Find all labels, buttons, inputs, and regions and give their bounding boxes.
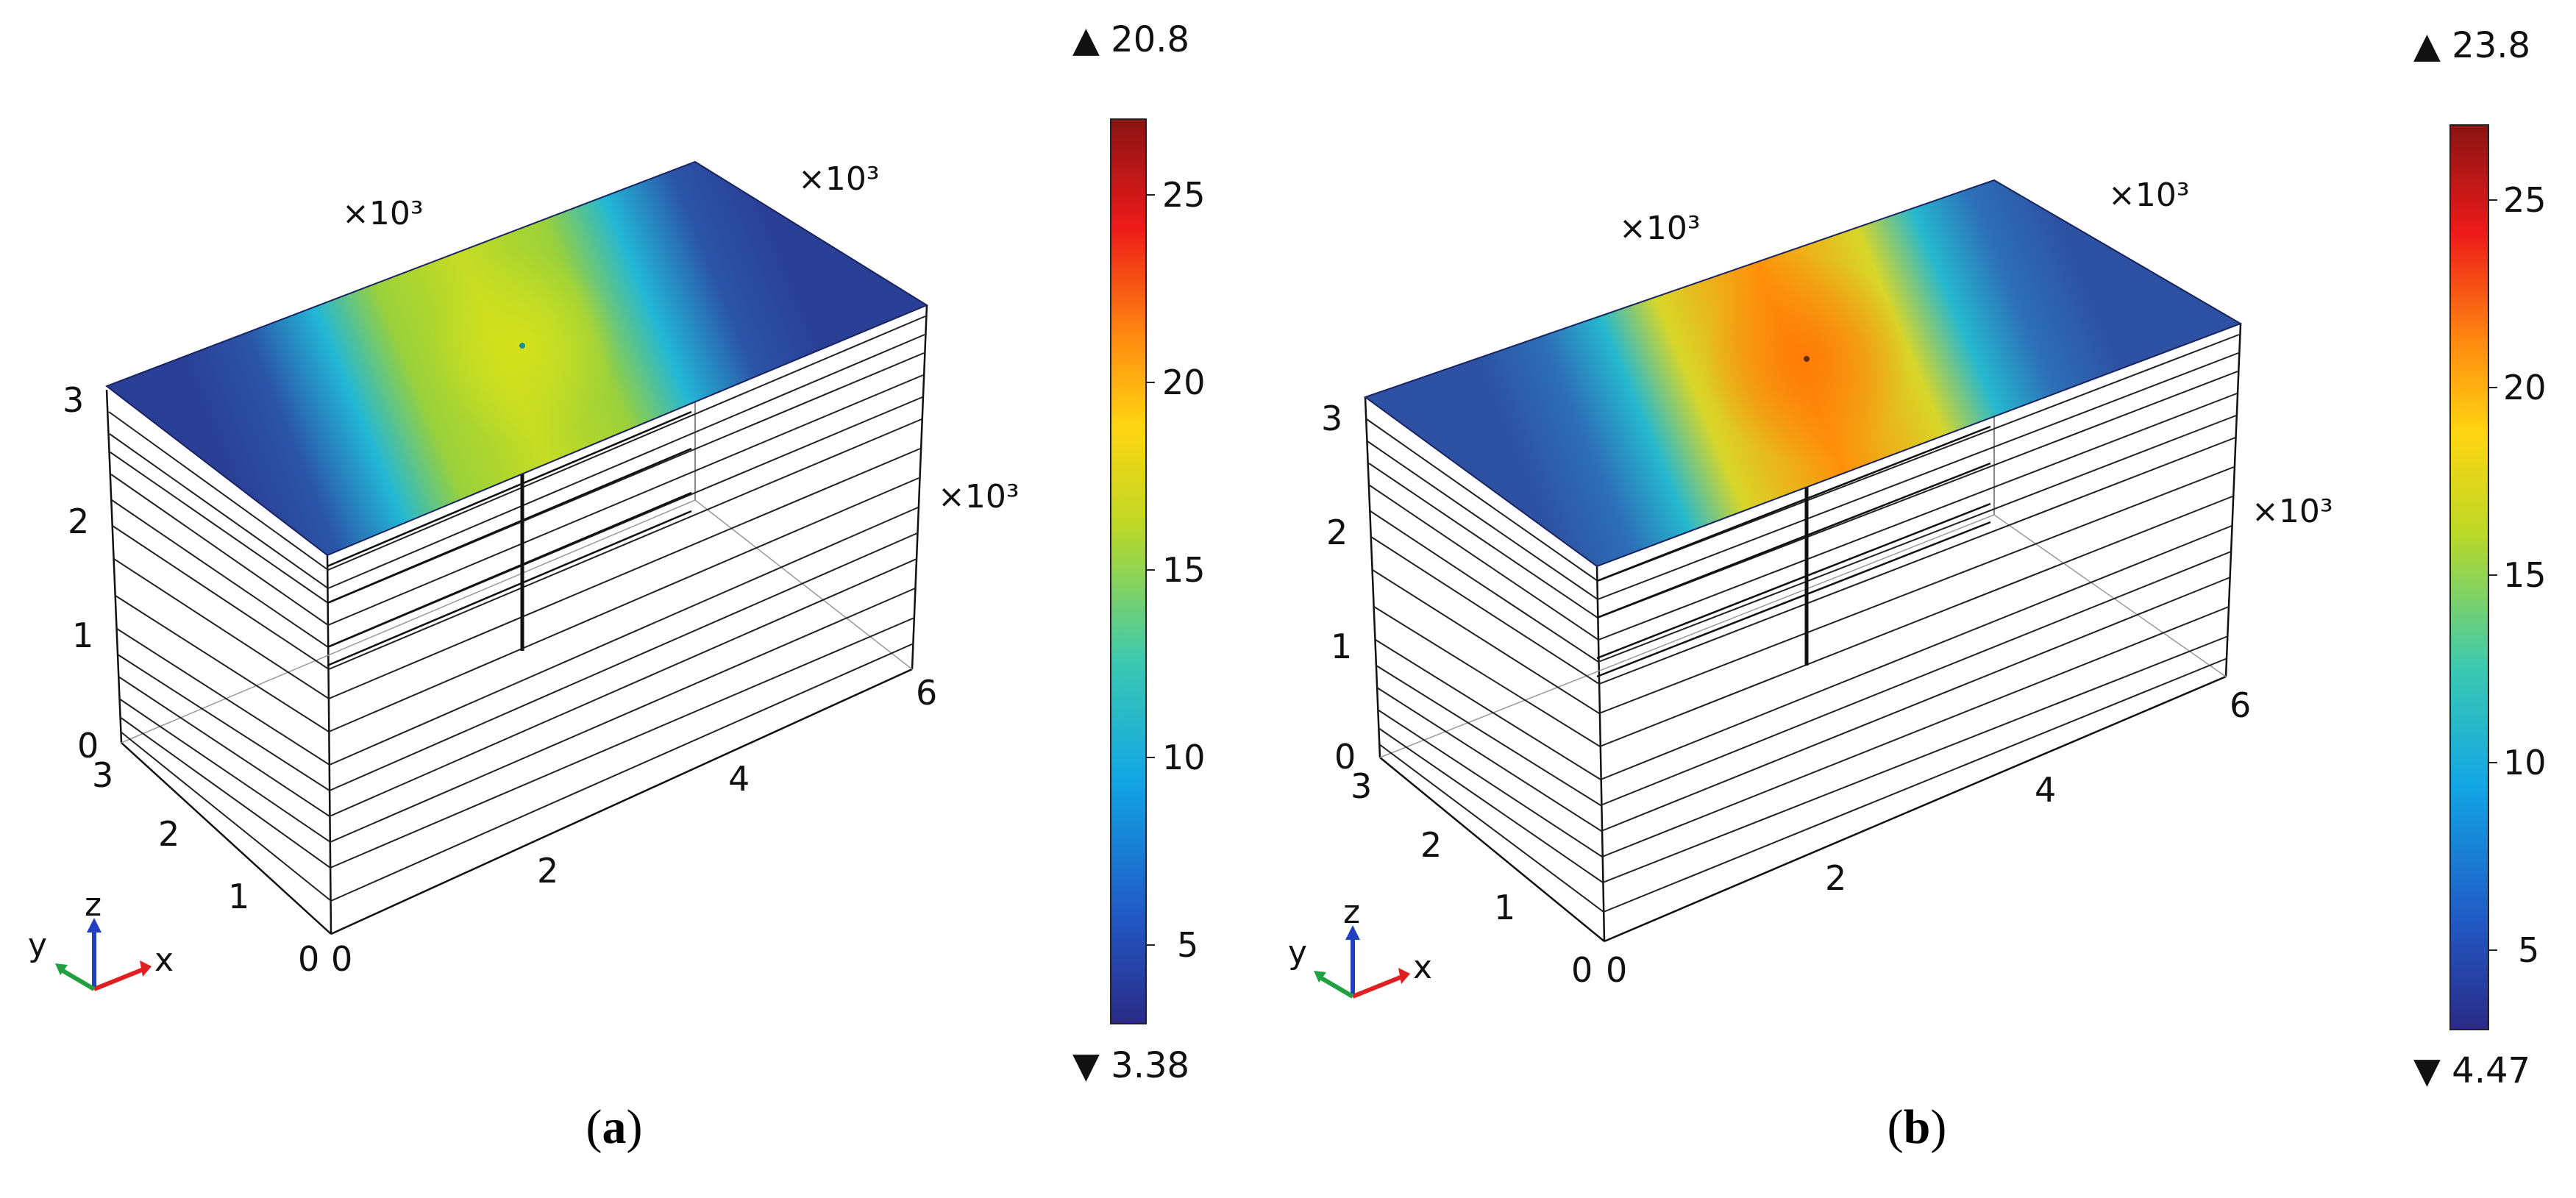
- colorbar-tick: 10: [1162, 738, 1206, 777]
- x-tick: 4: [728, 759, 750, 799]
- z-tick: 2: [68, 502, 89, 541]
- box-wireframe-b: [1364, 180, 2242, 943]
- caption-b: (b): [1887, 1100, 1947, 1154]
- triad-y-label: y: [28, 927, 47, 964]
- colorbar-tick: 15: [2503, 555, 2547, 595]
- colorbar-tick: 15: [1162, 550, 1206, 590]
- multiplier-label-x: ×10³: [2108, 177, 2190, 214]
- y-tick: 3: [1351, 766, 1372, 806]
- colorbar-tick: 20: [1162, 363, 1206, 402]
- colorbar-max-marker: ▲ 20.8: [1072, 19, 1189, 60]
- x-tick: 6: [2230, 685, 2251, 725]
- z-ticks-b: 3 2 1 0: [1321, 399, 1356, 777]
- y-tick: 1: [228, 877, 249, 916]
- colorbar-a: 25 20 15 10 5 ▲ 20.8 ▼ 3.38: [1072, 19, 1206, 1086]
- inner-layers-a: [327, 410, 692, 667]
- x-ticks-b: 0 2 4 6: [1606, 685, 2251, 990]
- y-ticks-b: 3 2 1 0: [1351, 766, 1593, 990]
- x-tick: 6: [916, 673, 937, 713]
- axis-triad-a: z x y: [28, 886, 174, 991]
- triad-x-label: x: [154, 941, 174, 979]
- panel-b: 3 2 1 0 3 2 1 0 0 2 4 6 ×10³ ×10³ ×10³: [1288, 0, 2576, 1198]
- colorbar-tick: 25: [2503, 180, 2547, 220]
- y-tick: 0: [298, 939, 319, 979]
- panel-a: 3 2 1 0 3 2 1 0 0 2 4 6 ×10³ ×10³ ×10³: [28, 19, 1206, 1154]
- triad-z-label: z: [1343, 894, 1360, 931]
- x-tick: 0: [1606, 950, 1627, 990]
- multiplier-label-x: ×10³: [798, 160, 880, 198]
- z-tick: 3: [1321, 399, 1342, 438]
- multiplier-label-z: ×10³: [2252, 493, 2333, 530]
- triad-z-label: z: [85, 886, 102, 924]
- multiplier-label-z: ×10³: [938, 478, 1020, 516]
- colorbar-tick: 5: [1177, 925, 1198, 965]
- triad-y-label: y: [1288, 934, 1307, 971]
- z-tick: 0: [77, 726, 99, 766]
- y-ticks-a: 3 2 1 0: [92, 755, 319, 979]
- colorbar-gradient-bar: [2449, 124, 2489, 1030]
- box-wireframe-a: [105, 162, 928, 935]
- z-tick: 1: [1331, 627, 1352, 666]
- y-tick: 1: [1494, 888, 1515, 927]
- colorbar-gradient-bar: [1110, 118, 1147, 1024]
- y-tick: 0: [1571, 950, 1593, 990]
- y-tick: 3: [92, 755, 113, 795]
- z-ticks-a: 3 2 1 0: [63, 380, 99, 766]
- colorbar-tick: 25: [1162, 175, 1206, 215]
- axis-triad-b: z x y: [1288, 894, 1432, 999]
- colorbar-min-marker: ▼ 3.38: [1072, 1045, 1189, 1086]
- inner-layers-b: [1596, 425, 1991, 678]
- well-head-a: [519, 343, 525, 349]
- colorbar-tick: 20: [2503, 368, 2547, 407]
- z-tick: 0: [1334, 737, 1356, 777]
- colorbar-b: 25 20 15 10 5 ▲ 23.8 ▼ 4.47: [2413, 25, 2547, 1091]
- plot-b: 3 2 1 0 3 2 1 0 0 2 4 6 ×10³ ×10³ ×10³: [1288, 25, 2547, 1091]
- multiplier-label-y: ×10³: [1619, 210, 1701, 247]
- well-head-b: [1804, 356, 1810, 362]
- x-ticks-a: 0 2 4 6: [331, 673, 937, 979]
- z-tick: 1: [72, 616, 93, 655]
- colorbar-tick: 5: [2518, 930, 2539, 970]
- triad-x-label: x: [1413, 949, 1432, 986]
- colorbar-max-marker: ▲ 23.8: [2413, 25, 2530, 66]
- caption-a: (a): [586, 1100, 643, 1154]
- colorbar-min-marker: ▼ 4.47: [2413, 1050, 2530, 1091]
- colorbar-tick: 10: [2503, 743, 2547, 782]
- surface-hotspot-a: [107, 162, 927, 555]
- z-tick: 2: [1326, 513, 1348, 552]
- x-tick: 4: [2035, 770, 2056, 810]
- y-tick: 2: [1420, 825, 1442, 865]
- z-tick: 3: [63, 380, 84, 420]
- multiplier-label-y: ×10³: [342, 195, 424, 232]
- x-tick: 2: [1825, 858, 1846, 898]
- y-tick: 2: [158, 814, 179, 854]
- x-tick: 2: [537, 851, 558, 891]
- plot-a: 3 2 1 0 3 2 1 0 0 2 4 6 ×10³ ×10³ ×10³: [28, 19, 1206, 1086]
- surface-hotspot-b: [1365, 180, 2241, 566]
- x-tick: 0: [331, 939, 352, 979]
